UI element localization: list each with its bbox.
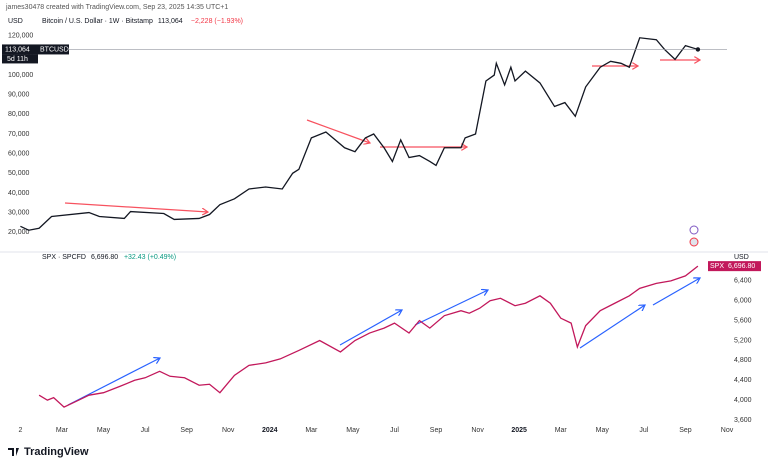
x-tick-label: May: [596, 427, 610, 434]
x-tick-label: May: [97, 427, 111, 434]
y-tick-label: 50,000: [8, 170, 30, 177]
symbol-tag: [708, 261, 725, 272]
arrow: [414, 290, 488, 326]
x-tick-label: Sep: [180, 427, 193, 434]
y-tick-label: 5,600: [734, 317, 752, 324]
x-tick-label: 2: [18, 427, 22, 434]
annotations: [64, 60, 700, 406]
x-tick-label: Jul: [390, 427, 399, 434]
axis-unit: USD: [8, 18, 23, 25]
arrow: [64, 202, 208, 212]
brand: TradingView: [24, 446, 89, 458]
last-point: [695, 47, 701, 52]
price-tag: [2, 44, 38, 55]
y-tick-label: 40,000: [8, 190, 30, 197]
y-tick-label: 100,000: [8, 72, 33, 79]
legend-change: −2,228 (−1.93%): [191, 18, 243, 25]
y-tick-label: 120,000: [8, 33, 33, 40]
countdown-label: 5d 11h: [7, 56, 28, 63]
y-tick-label: 70,000: [8, 131, 30, 138]
y-tick-label: 6,400: [734, 278, 752, 285]
legend-price: 6,696.80: [91, 254, 118, 261]
y-tick-label: 4,400: [734, 377, 752, 384]
symbol-tag-label: BTCUSD: [40, 46, 69, 53]
symbol-tag: [38, 44, 69, 55]
y-tick-label: 60,000: [8, 150, 30, 157]
symbol-tag-label: SPX: [710, 263, 724, 270]
legend-price: 113,064: [158, 18, 183, 25]
price-line: [20, 37, 699, 231]
arrow: [579, 305, 645, 349]
y-tick-label: 4,000: [734, 397, 752, 404]
x-tick-label: Jul: [141, 427, 150, 434]
y-tick-label: 5,200: [734, 337, 752, 344]
arrow: [339, 310, 402, 346]
x-tick-label: Mar: [555, 427, 568, 434]
x-tick-label: Nov: [471, 427, 484, 434]
x-tick-label: Nov: [222, 427, 235, 434]
x-tick-label: Mar: [305, 427, 318, 434]
x-tick-label: Nov: [721, 427, 734, 434]
arrow: [306, 119, 370, 143]
x-tick-label: Sep: [430, 427, 443, 434]
event-icon[interactable]: [689, 237, 699, 247]
x-tick-label: Sep: [679, 427, 692, 434]
logo: TradingView: [8, 446, 89, 458]
y-tick-label: 80,000: [8, 111, 30, 118]
y-tick-label: 6,000: [734, 298, 752, 305]
x-tick-label: 2024: [262, 427, 278, 434]
header: james30478 created with TradingView.com,…: [5, 4, 228, 11]
countdown-tag: [2, 54, 38, 64]
x-tick-label: Mar: [56, 427, 69, 434]
arrow: [652, 278, 700, 306]
price-tag-label: 6,696.80: [728, 263, 755, 270]
legend-change: +32.43 (+0.49%): [124, 254, 176, 261]
price-line: [38, 265, 699, 408]
axis-unit: USD: [734, 254, 749, 261]
x-tick-label: May: [346, 427, 360, 434]
y-tick-label: 20,000: [8, 229, 30, 236]
x-tick-label: 2025: [511, 427, 527, 434]
legend-title: Bitcoin / U.S. Dollar · 1W · Bitstamp: [42, 18, 153, 25]
y-tick-label: 30,000: [8, 209, 30, 216]
price-tag-label: 113,064: [5, 46, 30, 53]
event-icon[interactable]: [689, 225, 699, 235]
y-tick-label: 4,800: [734, 357, 752, 364]
x-tick-label: Jul: [639, 427, 648, 434]
price-tag: [725, 261, 761, 272]
legend-title: SPX · SPCFD: [42, 254, 86, 261]
y-tick-label: 90,000: [8, 92, 30, 99]
y-tick-label: 3,600: [734, 417, 752, 424]
